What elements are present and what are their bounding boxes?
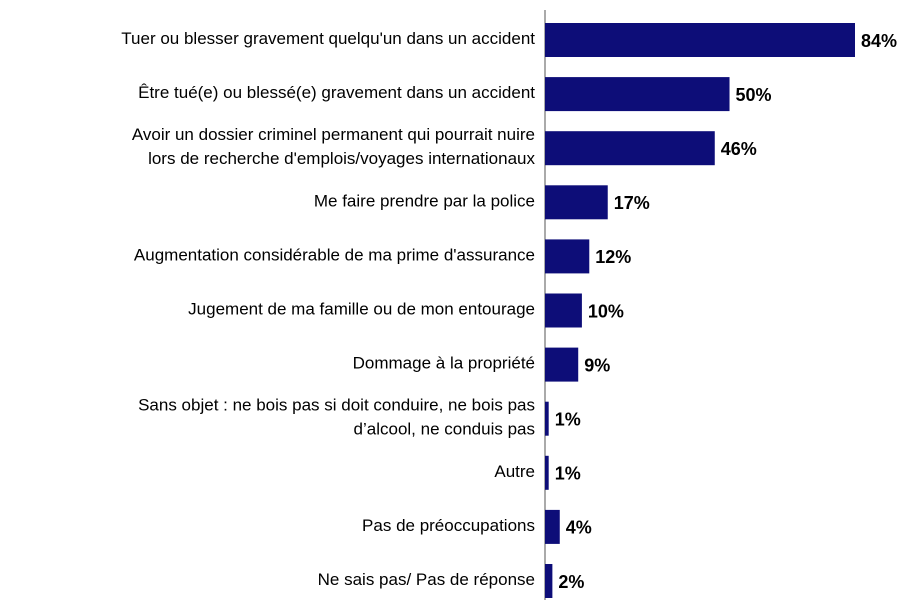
value-label: 84%: [861, 31, 897, 51]
value-label: 1%: [555, 409, 581, 429]
category-label: Avoir un dossier criminel permanent qui …: [132, 126, 536, 169]
category-label: Pas de préoccupations: [362, 516, 535, 535]
bar: [545, 347, 579, 382]
category-label: Autre: [494, 462, 535, 481]
bar: [545, 293, 582, 328]
bar: [545, 455, 549, 490]
bar: [545, 239, 590, 274]
category-label: Ne sais pas/ Pas de réponse: [318, 570, 535, 589]
category-label: Être tué(e) ou blessé(e) gravement dans …: [138, 84, 535, 103]
category-label: Jugement de ma famille ou de mon entoura…: [188, 300, 535, 319]
bar: [545, 77, 730, 112]
category-label: Augmentation considérable de ma prime d'…: [134, 246, 535, 265]
bar: [545, 509, 560, 544]
category-label: Sans objet : ne bois pas si doit conduir…: [138, 396, 535, 439]
value-label: 10%: [588, 301, 624, 321]
value-label: 2%: [558, 572, 584, 592]
value-label: 50%: [736, 85, 772, 105]
bar: [545, 564, 553, 598]
value-label: 4%: [566, 518, 592, 538]
category-label: Dommage à la propriété: [353, 354, 535, 373]
value-label: 1%: [555, 464, 581, 484]
bar: [545, 185, 608, 220]
bar: [545, 23, 855, 57]
bar: [545, 401, 549, 436]
value-label: 12%: [595, 247, 631, 267]
value-label: 46%: [721, 139, 757, 159]
category-label: Me faire prendre par la police: [314, 192, 535, 211]
bar: [545, 131, 715, 166]
value-label: 9%: [584, 355, 610, 375]
category-label: Tuer ou blesser gravement quelqu'un dans…: [121, 29, 535, 48]
value-label: 17%: [614, 193, 650, 213]
